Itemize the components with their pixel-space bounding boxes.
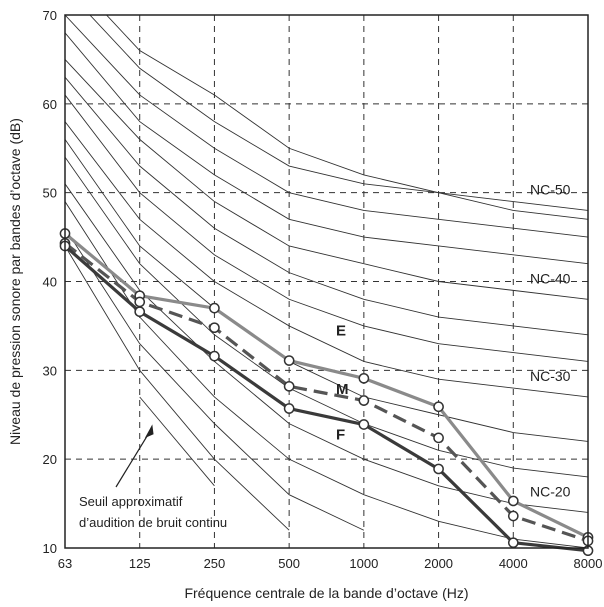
- annotation-line-2: d’audition de bruit continu: [79, 515, 227, 530]
- series-point-m-2000: [433, 432, 444, 444]
- nc-curve-5: [65, 156, 588, 478]
- series-point-e-1000: [358, 372, 370, 384]
- series-label-f: F: [336, 426, 345, 443]
- nc-curve-6: [65, 139, 588, 442]
- y-tick-40: 40: [43, 275, 57, 290]
- series-point-f-500: [283, 403, 295, 414]
- x-tick-500: 500: [278, 556, 300, 571]
- nc-curve-8: [65, 94, 588, 362]
- series-point-e-250: [209, 302, 220, 314]
- nc-curve-2: [65, 227, 365, 531]
- x-tick-63: 63: [58, 556, 72, 571]
- x-tick-250: 250: [204, 556, 226, 571]
- annotation-arrow-head: [144, 424, 154, 439]
- series-label-e: E: [336, 322, 346, 339]
- nc-curve-3: [65, 201, 588, 548]
- series-point-f-1000: [358, 419, 370, 430]
- x-tick-8000: 8000: [574, 556, 603, 571]
- y-axis-title: Niveau de pression sonore par bandes d’o…: [7, 118, 23, 445]
- grid: [65, 15, 588, 548]
- x-axis-title: Fréquence centrale de la bande d’octave …: [184, 585, 468, 601]
- series-point-m-1000: [358, 395, 370, 406]
- nc-curve-9: [65, 76, 588, 336]
- y-tick-70: 70: [43, 8, 57, 23]
- nc-curve-14: [105, 15, 588, 220]
- series-point-f-250: [209, 350, 220, 362]
- nc-curve-13: [89, 15, 588, 211]
- annotation-line-1: Seuil approximatif: [79, 494, 183, 509]
- series-point-f-4000: [507, 537, 519, 549]
- x-tick-1000: 1000: [349, 556, 378, 571]
- series-point-e-2000: [433, 401, 444, 413]
- series-point-e-4000: [507, 495, 519, 507]
- series-line-f: [63, 244, 589, 553]
- y-tick-20: 20: [43, 452, 57, 467]
- nc-curve-0: [139, 396, 215, 487]
- labels: 63 125 250 500 1000 2000 4000 8000 10 20 30 40 50 60 7…: [43, 8, 603, 571]
- series-point-m-250: [209, 322, 220, 334]
- y-tick-60: 60: [43, 97, 57, 112]
- x-tick-2000: 2000: [424, 556, 453, 571]
- x-tick-4000: 4000: [499, 556, 528, 571]
- threshold-annotation: Seuil approximatif d’audition de bruit c…: [79, 424, 227, 530]
- nc-label-nc-20: NC-20: [530, 483, 571, 499]
- nc-label-nc-40: NC-40: [530, 270, 571, 286]
- nc-curve-1: [65, 245, 290, 531]
- y-tick-30: 30: [43, 363, 57, 378]
- nc-label-nc-50: NC-50: [530, 181, 571, 197]
- y-tick-50: 50: [43, 186, 57, 201]
- plot-frame: [64, 14, 589, 549]
- series-point-f-2000: [433, 463, 444, 475]
- series-point-f-125: [134, 306, 146, 318]
- series-point-m-500: [283, 380, 295, 392]
- series-point-m-4000: [507, 510, 519, 522]
- nc-curve-12: [65, 15, 588, 238]
- series-label-m: M: [336, 381, 349, 398]
- series-line-m: [64, 242, 589, 543]
- annotation-arrow: [115, 427, 153, 488]
- nc-label-nc-30: NC-30: [530, 368, 571, 384]
- nc-curve-11: [65, 32, 588, 265]
- y-tick-10: 10: [43, 541, 57, 556]
- x-tick-125: 125: [129, 556, 151, 571]
- nc-curve-7: [65, 121, 588, 398]
- nc-curve-10: [65, 59, 588, 300]
- series-line-e: [63, 232, 589, 539]
- nc-curve-4: [65, 183, 588, 513]
- series-point-m-125: [134, 296, 146, 308]
- nc-curves: [65, 15, 588, 548]
- series-point-e-500: [283, 355, 295, 366]
